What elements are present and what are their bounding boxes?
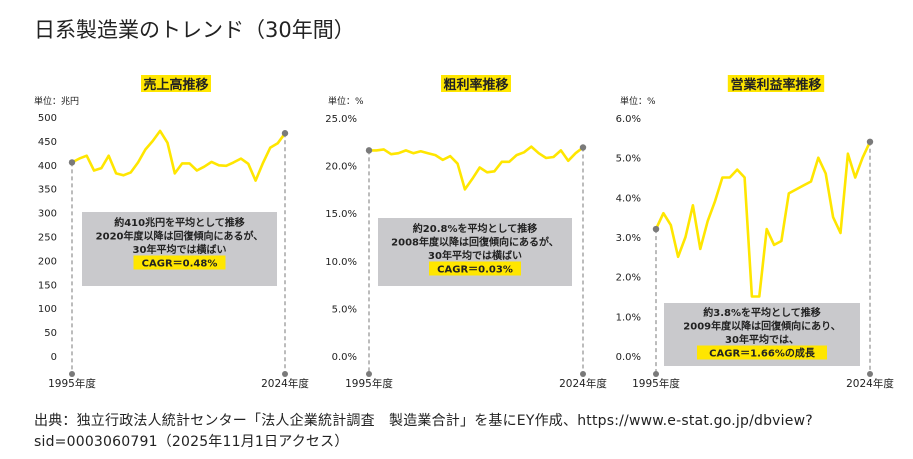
start-axis-dot: [366, 371, 372, 377]
annotation-box: 約20.8%を平均として推移2008年度以降は回復傾向にあるが、30年平均では横…: [378, 218, 572, 286]
y-tick-label: 3.0%: [616, 233, 641, 244]
chart-title: 売上高推移: [143, 77, 208, 93]
x-start-label: 1995年度: [48, 377, 96, 390]
y-tick-label: 200: [38, 256, 57, 267]
annotation-line: 2020年度以降は回復傾向にあるが、: [96, 230, 264, 243]
end-axis-dot: [580, 371, 586, 377]
end-axis-dot: [867, 371, 873, 377]
end-point-marker: [866, 138, 874, 145]
chart-title-highlight: [141, 75, 211, 92]
end-axis-dot: [282, 371, 288, 377]
y-tick-label: 6.0%: [616, 114, 641, 125]
x-end-label: 2024年度: [846, 377, 894, 390]
y-tick-label: 5.0%: [332, 304, 357, 315]
y-tick-label: 0.0%: [332, 352, 357, 363]
end-point-marker: [281, 130, 289, 137]
annotation-line: 約20.8%を平均として推移: [413, 222, 537, 235]
source-line-1: 出典：独立行政法人統計センター「法人企業統計調査 製造業合計」を基にEY作成、h…: [34, 413, 813, 429]
start-axis-dot: [69, 371, 75, 377]
chart-panel-1: 売上高推移単位：兆円500450400350300250200150100500…: [34, 75, 309, 390]
y-tick-label: 150: [38, 280, 57, 291]
y-tick-label: 50: [44, 328, 57, 339]
cagr-label: CAGR＝1.66%の成長: [709, 347, 816, 360]
series-line: [369, 145, 584, 191]
start-point-marker: [365, 147, 373, 154]
y-tick-label: 25.0%: [325, 114, 357, 125]
x-start-label: 1995年度: [345, 377, 393, 390]
start-axis-dot: [653, 371, 659, 377]
annotation-line: 30年平均では横ばい: [133, 243, 227, 256]
chart-title-highlight: [441, 75, 511, 92]
x-end-label: 2024年度: [261, 377, 309, 390]
source-line-2: sid=0003060791（2025年11月1日アクセス）: [34, 434, 349, 450]
annotation-line: 2009年度以降は回復傾向にあり、: [683, 320, 840, 333]
annotation-box: 約3.8%を平均として推移2009年度以降は回復傾向にあり、30年平均では、CA…: [664, 303, 860, 366]
chart-title-highlight: [727, 75, 825, 92]
y-tick-label: 0: [51, 352, 57, 363]
page-title: 日系製造業のトレンド（30年間）: [34, 18, 355, 42]
y-tick-label: 400: [38, 161, 57, 172]
series-line: [71, 129, 287, 182]
cagr-highlight: [429, 261, 521, 276]
y-tick-label: 1.0%: [616, 312, 641, 323]
y-tick-label: 20.0%: [325, 162, 357, 173]
end-point-marker: [579, 144, 587, 151]
annotation-line: 約410兆円を平均として推移: [114, 216, 245, 229]
y-tick-label: 2.0%: [616, 273, 641, 284]
start-point-marker: [652, 225, 660, 233]
cagr-label: CAGR＝0.03%: [437, 265, 513, 276]
charts-area: 売上高推移単位：兆円500450400350300250200150100500…: [34, 75, 894, 390]
x-start-label: 1995年度: [632, 377, 680, 390]
annotation-box: 約410兆円を平均として推移2020年度以降は回復傾向にあるが、30年平均では横…: [82, 212, 277, 286]
y-tick-label: 250: [38, 233, 57, 244]
annotation-line: 30年平均では横ばい: [428, 249, 522, 262]
series-line: [654, 141, 872, 298]
unit-label: 単位：%: [328, 95, 364, 107]
y-tick-label: 15.0%: [325, 209, 357, 220]
y-tick-label: 500: [38, 113, 57, 124]
source-citation: 出典：独立行政法人統計センター「法人企業統計調査 製造業合計」を基にEY作成、h…: [34, 411, 904, 453]
y-tick-label: 5.0%: [616, 154, 641, 165]
chart-title: 粗利率推移: [443, 77, 508, 93]
y-tick-label: 300: [38, 209, 57, 220]
x-end-label: 2024年度: [559, 377, 607, 390]
annotation-background: [82, 212, 277, 286]
y-tick-label: 450: [38, 137, 57, 148]
unit-label: 単位：%: [620, 95, 656, 107]
y-tick-label: 0.0%: [616, 352, 641, 363]
y-tick-label: 100: [38, 304, 57, 315]
y-tick-label: 350: [38, 185, 57, 196]
cagr-label: CAGR＝0.48%: [142, 259, 218, 270]
annotation-line: 30年平均では、: [725, 333, 799, 346]
cagr-highlight: [697, 345, 827, 360]
y-tick-label: 10.0%: [325, 257, 357, 268]
chart-title: 営業利益率推移: [730, 77, 821, 93]
annotation-line: 2008年度以降は回復傾向にあるが、: [391, 236, 559, 249]
unit-label: 単位：兆円: [34, 95, 79, 107]
start-point-marker: [68, 159, 76, 166]
y-tick-label: 4.0%: [616, 193, 641, 204]
annotation-line: 約3.8%を平均として推移: [703, 306, 820, 319]
cagr-highlight: [133, 255, 226, 270]
